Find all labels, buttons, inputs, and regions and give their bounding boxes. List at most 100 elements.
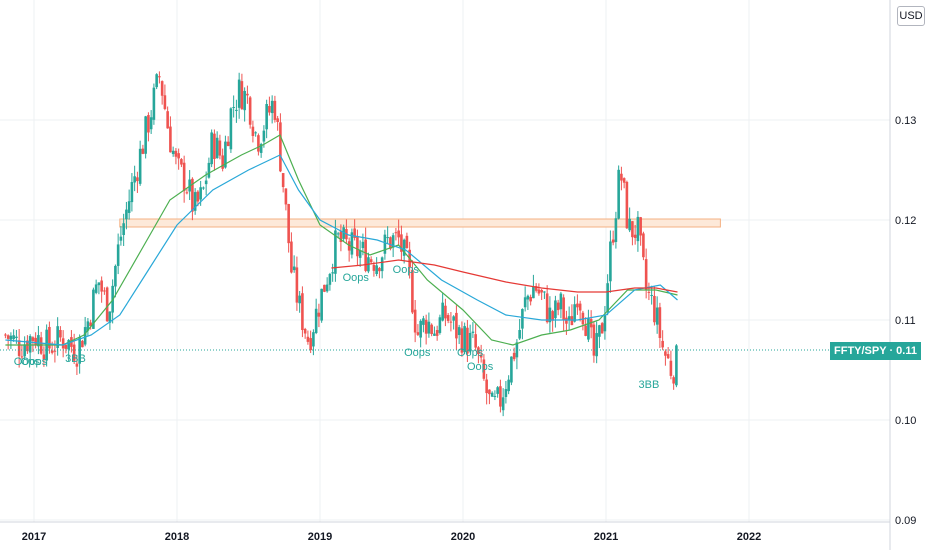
- candle-body: [383, 234, 387, 254]
- candle-body: [243, 90, 246, 111]
- candle-body: [342, 227, 345, 239]
- candle-body: [199, 187, 202, 200]
- candle-body: [12, 335, 15, 340]
- candle-body: [485, 379, 488, 394]
- candle-body: [655, 307, 659, 325]
- candle-body: [292, 266, 296, 271]
- candle-body: [595, 333, 598, 357]
- candle-body: [287, 204, 290, 244]
- candle-body: [672, 377, 675, 384]
- y-tick-label: 0.10: [895, 415, 916, 427]
- candle-body: [204, 180, 208, 185]
- candle-body: [221, 155, 224, 169]
- candle-body: [482, 359, 486, 379]
- candle-body: [567, 316, 571, 321]
- y-tick-label: 0.13: [895, 115, 916, 127]
- candle-body: [675, 345, 678, 386]
- badge-separator: ·: [889, 345, 894, 357]
- y-tick-label: 0.12: [895, 215, 916, 227]
- candle-body: [122, 223, 125, 236]
- candle-body: [504, 389, 508, 397]
- pattern-annotation: Oops: [14, 356, 41, 368]
- candle-body: [94, 284, 98, 293]
- candle-body: [6, 335, 10, 339]
- candle-body: [336, 233, 340, 235]
- candle-body: [169, 126, 172, 153]
- candle-body: [213, 133, 216, 160]
- candle-body: [130, 182, 134, 203]
- candle-body: [20, 356, 24, 358]
- candle-body: [276, 118, 279, 122]
- candle-body: [378, 268, 381, 272]
- candle-body: [658, 307, 662, 338]
- candle-body: [133, 176, 136, 183]
- candle-body: [576, 303, 579, 308]
- symbol-label: FFTY/SPY: [834, 345, 887, 357]
- candle-body: [163, 95, 167, 109]
- candle-body: [50, 350, 54, 353]
- candle-body: [435, 330, 439, 336]
- pattern-annotation: 3BB: [639, 379, 660, 391]
- candle-body: [81, 340, 84, 348]
- candle-body: [518, 330, 521, 339]
- candle-body: [548, 307, 552, 323]
- candle-body: [361, 241, 365, 249]
- candle-body: [474, 334, 477, 348]
- candle-body: [320, 288, 323, 321]
- candle-body: [251, 126, 255, 137]
- candle-body: [116, 244, 120, 266]
- candle-body: [86, 321, 90, 331]
- candle-body: [642, 233, 645, 258]
- candle-body: [224, 141, 227, 168]
- candle-body: [353, 228, 356, 238]
- candle-body: [430, 324, 433, 335]
- candle-body: [444, 305, 447, 319]
- candle-body: [75, 363, 79, 367]
- candle-body: [551, 311, 554, 321]
- candle-body: [628, 218, 631, 231]
- candle-body: [584, 325, 587, 336]
- candle-body: [402, 239, 406, 256]
- candle-body: [331, 272, 334, 274]
- candle-body: [405, 235, 409, 249]
- candle-body: [603, 315, 607, 332]
- candle-body: [196, 191, 200, 202]
- candle-body: [281, 173, 285, 188]
- candle-body: [413, 309, 417, 333]
- candle-body: [72, 344, 76, 361]
- candle-body: [303, 328, 307, 334]
- candle-body: [290, 241, 293, 273]
- candle-body: [427, 321, 431, 334]
- candle-body: [499, 386, 502, 407]
- candle-body: [534, 286, 538, 291]
- candle-body: [479, 354, 483, 358]
- candle-body: [386, 237, 389, 239]
- moving-average-line: [331, 259, 678, 293]
- candle-body: [328, 274, 332, 285]
- candle-body: [312, 332, 315, 347]
- x-tick-label: 2018: [165, 531, 189, 543]
- candle-body: [471, 331, 475, 333]
- currency-button[interactable]: USD: [897, 6, 925, 26]
- candle-body: [452, 316, 455, 321]
- candle-body: [15, 336, 18, 338]
- y-tick-label: 0.09: [895, 515, 916, 527]
- candle-body: [48, 326, 51, 349]
- candle-body: [268, 106, 271, 113]
- candle-body: [4, 334, 7, 336]
- candle-body: [554, 300, 557, 319]
- pattern-annotation: Oops: [404, 347, 431, 359]
- candle-body: [83, 327, 87, 345]
- x-tick-label: 2017: [22, 531, 46, 543]
- candle-body: [496, 387, 499, 394]
- candle-body: [540, 289, 543, 293]
- candle-body: [314, 308, 318, 333]
- pattern-annotation: 3BB: [65, 353, 86, 365]
- candle-body: [284, 188, 288, 205]
- pattern-annotation: Oops: [457, 347, 484, 359]
- candle-body: [262, 130, 266, 142]
- candle-body: [620, 173, 623, 181]
- candle-body: [155, 74, 158, 88]
